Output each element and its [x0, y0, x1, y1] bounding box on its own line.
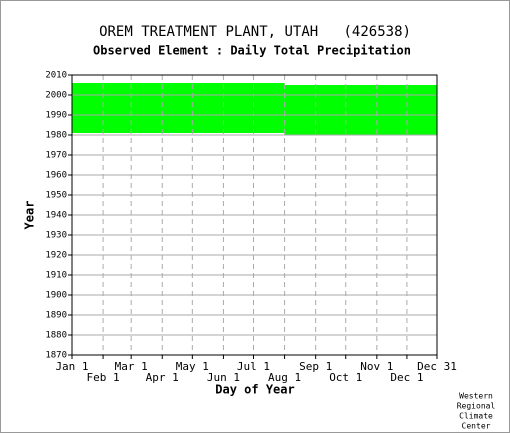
x-tick-label: Jul 1: [237, 360, 270, 373]
x-tick-label: Sep 1: [299, 360, 332, 373]
y-tick-label: 1920: [45, 251, 67, 261]
y-tick-label: 1900: [45, 291, 67, 301]
y-axis-label: Year: [23, 201, 37, 230]
coverage-range: [72, 83, 285, 133]
chart-title: OREM TREATMENT PLANT, UTAH (426538): [99, 24, 411, 40]
y-tick-label: 1950: [45, 191, 67, 201]
y-tick-label: 1890: [45, 311, 67, 321]
y-tick-label: 1940: [45, 211, 67, 221]
footer-line: Western: [459, 392, 493, 401]
x-tick-label: Jun 1: [207, 371, 240, 384]
x-tick-label: Oct 1: [329, 371, 362, 384]
x-tick-label: Aug 1: [268, 371, 301, 384]
y-tick-label: 1970: [45, 151, 67, 161]
x-tick-label: May 1: [176, 360, 209, 373]
y-tick-label: 1980: [45, 131, 67, 141]
y-tick-label: 1960: [45, 171, 67, 181]
y-tick-label: 2000: [45, 91, 67, 101]
x-axis-label: Day of Year: [215, 383, 294, 397]
plot-border: [71, 74, 438, 356]
x-tick-label: Apr 1: [146, 371, 179, 384]
y-tick-label: 1930: [45, 231, 67, 241]
x-tick-label: Dec 31: [417, 360, 457, 373]
x-tick-label: Feb 1: [87, 371, 120, 384]
footer-line: Center: [462, 422, 491, 431]
y-tick-label: 2010: [45, 71, 67, 81]
y-tick-label: 1880: [45, 331, 67, 341]
x-tick-label: Jan 1: [55, 360, 88, 373]
x-tick-label: Nov 1: [360, 360, 393, 373]
footer-line: Climate: [459, 412, 493, 421]
y-tick-label: 1990: [45, 111, 67, 121]
y-tick-label: 1870: [45, 351, 67, 361]
coverage-range: [284, 85, 437, 135]
x-tick-label: Dec 1: [390, 371, 423, 384]
y-tick-label: 1910: [45, 271, 67, 281]
x-tick-label: Mar 1: [115, 360, 148, 373]
chart-subtitle: Observed Element : Daily Total Precipita…: [93, 44, 411, 58]
footer-line: Regional: [457, 402, 496, 411]
